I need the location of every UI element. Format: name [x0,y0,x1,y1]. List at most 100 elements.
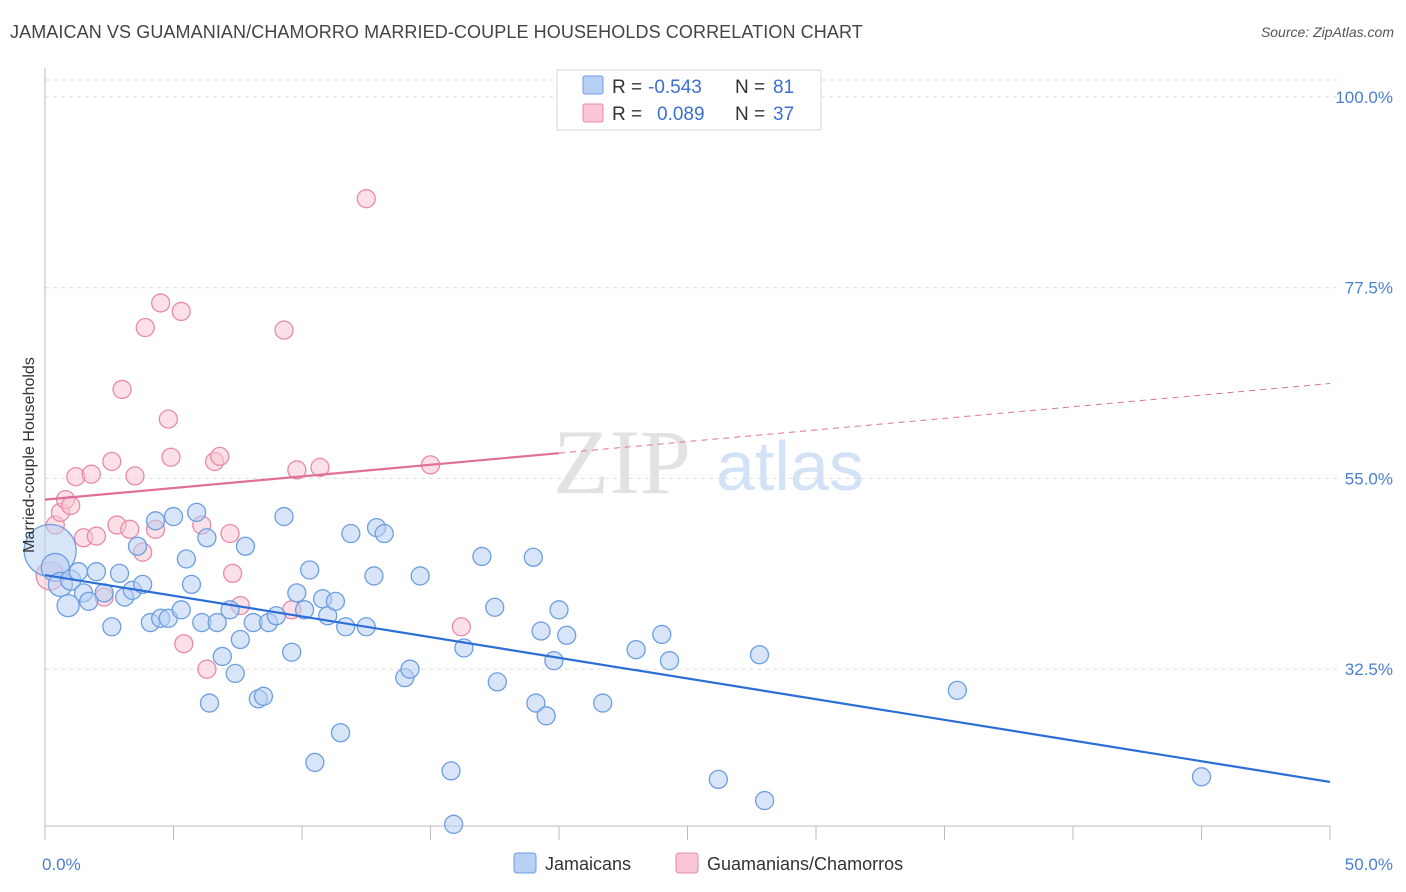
trend-lines [44,382,1331,784]
jamaican-point [1191,767,1212,787]
jamaican-point [197,528,217,548]
grid-lines [45,79,1338,670]
jamaican-point [325,591,346,612]
jamaican-point [531,621,551,641]
jamaican-point [626,640,646,660]
jamaican-point [145,511,166,531]
jamaican-point [330,723,351,743]
jamaican-point [163,506,184,527]
bottom-legend-swatch-pink [675,852,699,874]
guamanian-point [86,526,107,546]
legend-n-label-2: N = [735,104,765,125]
legend-r-value-2: 0.089 [657,104,705,125]
jamaican-point [186,502,207,522]
jamaican-point [181,574,202,595]
jamaican-point [287,583,307,603]
jamaican-point [526,693,546,713]
jamaican-point [749,645,770,665]
guamanian-point [125,466,145,486]
jamaican-point [212,646,232,667]
source-note: Source: ZipAtlas.com [1260,24,1394,40]
legend-swatch-blue [582,75,604,95]
jamaican-point [947,680,967,701]
legend-n-value-2: 37 [773,104,794,125]
jamaican-point [544,651,564,671]
watermark-zip: ZIP [553,411,691,513]
jamaican-point [68,562,89,582]
jamaican-point [300,560,320,580]
guamanian-point [120,519,140,539]
jamaican-point [199,693,220,713]
bottom-legend-label-jamaicans: Jamaicans [545,854,631,874]
jamaican-point [336,617,356,637]
guamanian-point [287,460,307,480]
guamanian-point [356,189,376,209]
jamaican-point [410,566,430,586]
jamaican-trend-line [44,573,1331,784]
jamaican-point [443,814,464,834]
y-tick-label: 77.5% [1345,279,1393,298]
guamanian-points [35,189,471,679]
jamaican-point [102,617,122,637]
y-axis-label: Married-couple Households [21,357,38,553]
guamanian-point [310,457,330,478]
jamaican-point [86,562,107,582]
axes [44,68,1331,840]
jamaican-point [109,563,130,584]
jamaican-point [708,769,728,790]
x-tick-label-max: 50.0% [1345,855,1393,874]
legend-n-label-1: N = [735,77,765,98]
guamanian-point [451,617,471,637]
jamaican-point [230,629,250,650]
jamaican-point [253,686,274,706]
jamaican-point [266,606,286,626]
guamanian-point [150,293,171,313]
chart-title: JAMAICAN VS GUAMANIAN/CHAMORRO MARRIED-C… [10,22,863,42]
jamaican-point [294,600,315,620]
jamaican-point [593,693,613,713]
jamaican-point [127,536,148,556]
guamanian-point [220,523,240,544]
jamaican-point [171,600,191,620]
guamanian-point [222,563,243,584]
guamanian-point [135,317,155,338]
jamaican-point [374,523,394,544]
guamanian-point [112,379,132,400]
guamanian-trend-line-extrapolated [558,382,1331,454]
jamaican-point [274,506,294,527]
legend-r-label-2: R = [612,104,642,125]
jamaican-point [225,663,245,684]
guamanian-point [61,495,81,516]
jamaican-point [485,597,505,617]
series-legend: Jamaicans Guamanians/Chamorros [513,852,903,874]
guamanian-point [210,446,230,467]
jamaican-point [133,574,153,595]
jamaican-point [305,752,325,773]
guamanian-point [161,447,181,467]
legend-r-label-1: R = [612,77,642,98]
bottom-legend-swatch-blue [513,852,537,874]
jamaican-point [364,566,384,586]
legend-n-value-1: 81 [773,77,794,98]
tick-labels: 32.5% 55.0% 77.5% 100.0% 0.0% 50.0% [42,88,1393,874]
jamaican-point [652,624,672,645]
guamanian-point [174,634,194,654]
jamaican-point [487,672,507,692]
jamaican-point [754,790,775,811]
guamanian-point [158,409,179,429]
guamanian-point [171,301,191,322]
jamaican-point [176,549,197,569]
y-tick-label: 55.0% [1345,469,1393,488]
guamanian-point [81,464,101,484]
jamaican-points [23,502,1212,834]
jamaican-point [235,536,256,556]
jamaican-point [472,546,492,567]
y-tick-label: 100.0% [1335,88,1393,107]
jamaican-point [523,547,543,567]
jamaican-point [79,591,99,612]
guamanian-point [274,320,294,340]
jamaican-point [207,612,227,633]
stats-legend: R = -0.543 N = 81 R = 0.089 N = 37 [556,69,822,131]
jamaican-point [56,593,80,618]
